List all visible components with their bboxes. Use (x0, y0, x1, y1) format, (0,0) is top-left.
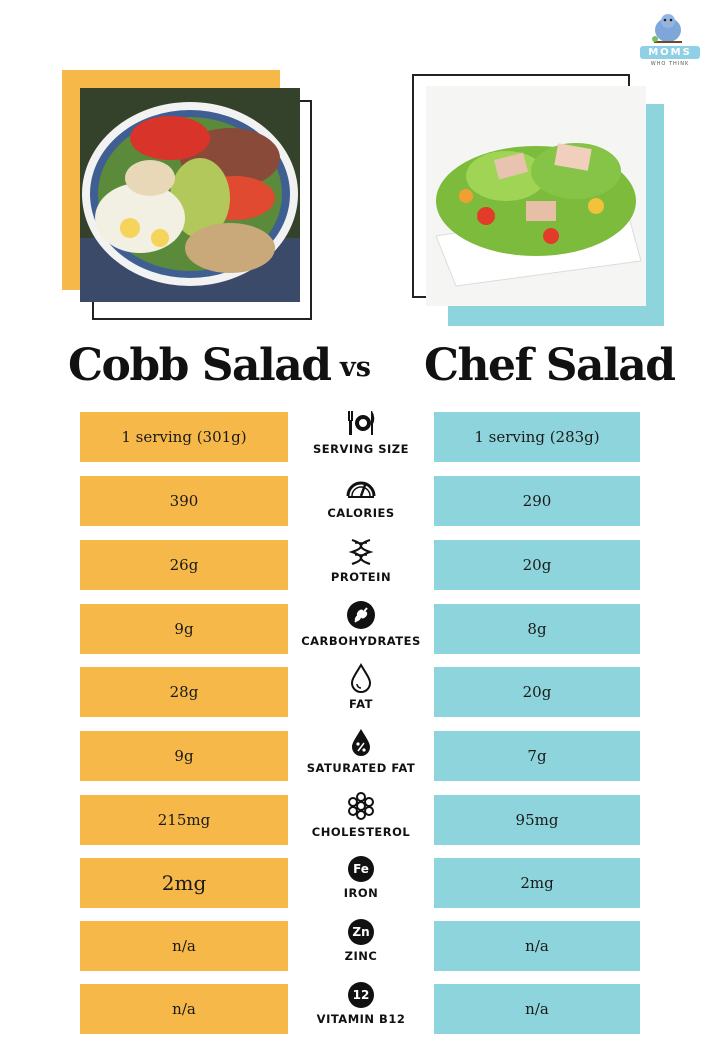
comparison-row-serving-size: 1 serving (301g) SERVING SIZE 1 serving … (0, 411, 720, 462)
row-label: SATURATED FAT (306, 761, 416, 775)
row-label: ZINC (344, 949, 378, 963)
row-label: SERVING SIZE (313, 442, 409, 456)
zinc-icon: Zn (348, 919, 374, 945)
cobb-value: 26g (80, 540, 288, 590)
comparison-row-iron: 2mg Fe IRON 2mg (0, 856, 720, 908)
utensils-plate-icon (348, 411, 375, 435)
row-label: VITAMIN B12 (316, 1012, 406, 1026)
row-label: FAT (349, 697, 373, 711)
comparison-row-fat: 28g FAT 20g (0, 663, 720, 717)
logo-tagline: WHO THINK (650, 61, 690, 67)
cobb-value: 2mg (80, 858, 288, 908)
logo-wordmark: MOMS (640, 46, 700, 59)
row-label: IRON (343, 886, 379, 900)
chef-value: 290 (434, 476, 640, 526)
iron-icon: Fe (348, 856, 374, 882)
chef-value: 95mg (434, 795, 640, 845)
chef-value: n/a (434, 921, 640, 971)
chef-value: 2mg (434, 858, 640, 908)
cobb-value: 9g (80, 604, 288, 654)
comparison-row-carbohydrates: 9g CARBOHYDRATES 8g (0, 601, 720, 654)
cobb-value: 215mg (80, 795, 288, 845)
chef-salad-title: Chef Salad (424, 340, 676, 391)
chef-value: 7g (434, 731, 640, 781)
row-label: PROTEIN (330, 570, 392, 584)
comparison-row-calories: 390 CALORIES 290 (0, 476, 720, 526)
row-label: CARBOHYDRATES (301, 634, 421, 648)
cobb-value: 28g (80, 667, 288, 717)
comparison-row-saturated-fat: 9g SATURATED FAT 7g (0, 729, 720, 781)
comparison-row-zinc: n/a Zn ZINC n/a (0, 919, 720, 971)
wheat-icon (347, 601, 375, 629)
versus-label: vs (340, 352, 371, 383)
cobb-salad-photo (80, 88, 300, 302)
cobb-value: n/a (80, 921, 288, 971)
chef-value: 8g (434, 604, 640, 654)
percent-drop-icon (352, 729, 370, 756)
cobb-value: n/a (80, 984, 288, 1034)
cobb-salad-title: Cobb Salad (68, 340, 332, 391)
cobb-value: 9g (80, 731, 288, 781)
logo: MOMS WHO THINK (634, 8, 708, 74)
row-label: CHOLESTEROL (311, 825, 411, 839)
drop-icon (350, 663, 372, 693)
chef-salad-photo (426, 86, 646, 306)
bird-logo-icon (652, 14, 682, 43)
chef-value: 1 serving (283g) (434, 412, 640, 462)
chef-value: n/a (434, 984, 640, 1034)
comparison-row-protein: 26g PROTEIN 20g (0, 538, 720, 590)
comparison-row-vitamin-b12: n/a 12 VITAMIN B12 n/a (0, 982, 720, 1034)
comparison-row-cholesterol: 215mg CHOLESTEROL 95mg (0, 792, 720, 845)
chef-value: 20g (434, 667, 640, 717)
cobb-value: 1 serving (301g) (80, 412, 288, 462)
chef-value: 20g (434, 540, 640, 590)
row-label: CALORIES (327, 506, 395, 520)
cobb-value: 390 (80, 476, 288, 526)
b12-icon: 12 (348, 982, 374, 1008)
molecule-icon (348, 792, 374, 820)
gauge-icon (346, 481, 376, 498)
dna-icon (348, 538, 374, 566)
